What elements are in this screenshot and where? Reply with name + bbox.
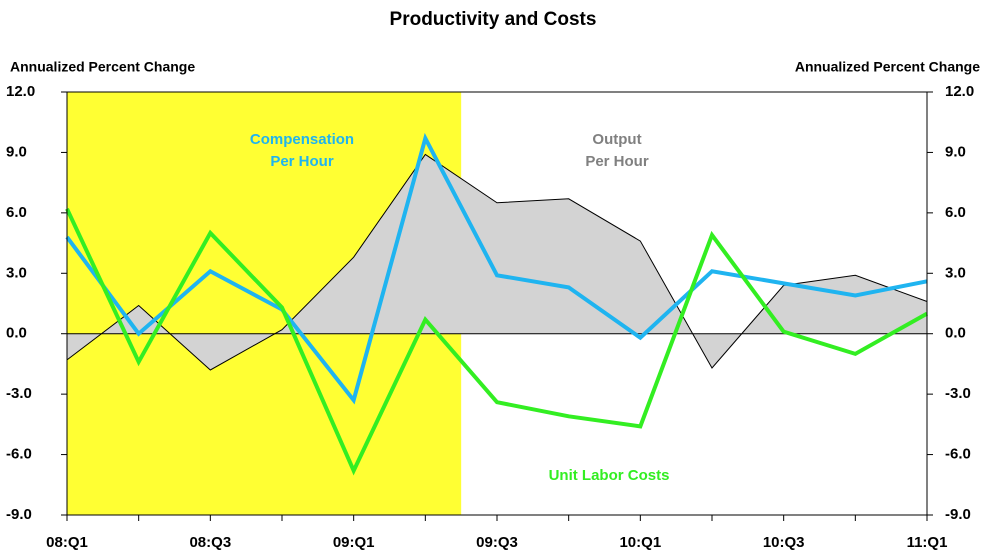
annotation: Compensation (250, 131, 354, 148)
line (65, 132, 928, 405)
y-tick-label: -6.0 (6, 446, 32, 463)
x-tick-label: 11:Q1 (907, 534, 948, 551)
x-tick-label: 10:Q3 (763, 534, 805, 551)
x-tick-label: 09:Q3 (476, 534, 518, 551)
chart-title: Productivity and Costs (390, 9, 597, 30)
y2-tick-label: 9.0 (945, 143, 966, 160)
y-tick-label: 12.0 (6, 83, 35, 100)
y2-tick-label: 0.0 (945, 325, 966, 342)
y2-tick-label: 6.0 (945, 204, 966, 221)
annotation: Unit Labor Costs (549, 467, 670, 484)
y-tick-label: -3.0 (6, 385, 32, 402)
x-tick-label: 09:Q1 (333, 534, 375, 551)
area (67, 154, 927, 370)
y2-tick-label: -6.0 (945, 446, 971, 463)
y-tick-label: 3.0 (6, 264, 27, 281)
annotation: Output (592, 131, 641, 148)
y2-tick-label: -9.0 (945, 506, 971, 523)
line (65, 207, 928, 476)
x-tick-label: 08:Q3 (189, 534, 231, 551)
y-tick-label: 0.0 (6, 325, 27, 342)
y-tick-label: 6.0 (6, 204, 27, 221)
y2-tick-label: -3.0 (945, 385, 971, 402)
x-tick-label: 08:Q1 (46, 534, 88, 551)
y2-tick-label: 12.0 (945, 83, 974, 100)
x-tick-label: 10:Q1 (619, 534, 661, 551)
y2-axis-title: Annualized Percent Change (795, 59, 980, 75)
annotation: Per Hour (585, 153, 649, 170)
y2-tick-label: 3.0 (945, 264, 966, 281)
y-axis-title: Annualized Percent Change (10, 59, 195, 75)
y-tick-label: -9.0 (6, 506, 32, 523)
annotation: Per Hour (270, 153, 334, 170)
y-tick-label: 9.0 (6, 143, 27, 160)
